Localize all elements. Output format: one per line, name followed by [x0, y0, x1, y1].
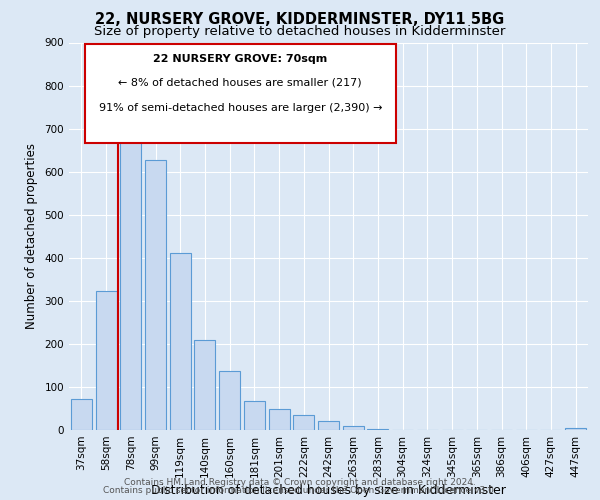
- Bar: [219, 370, 240, 430]
- Bar: [565, 428, 586, 430]
- FancyBboxPatch shape: [85, 44, 396, 143]
- Bar: [244, 400, 265, 430]
- Text: 91% of semi-detached houses are larger (2,390) →: 91% of semi-detached houses are larger (…: [98, 102, 382, 113]
- Text: 22, NURSERY GROVE, KIDDERMINSTER, DY11 5BG: 22, NURSERY GROVE, KIDDERMINSTER, DY11 5…: [95, 12, 505, 26]
- Text: Size of property relative to detached houses in Kidderminster: Size of property relative to detached ho…: [94, 25, 506, 38]
- Text: 22 NURSERY GROVE: 70sqm: 22 NURSERY GROVE: 70sqm: [153, 54, 328, 64]
- Bar: [194, 340, 215, 430]
- Bar: [367, 428, 388, 430]
- Bar: [343, 426, 364, 430]
- Bar: [269, 410, 290, 430]
- X-axis label: Distribution of detached houses by size in Kidderminster: Distribution of detached houses by size …: [151, 484, 506, 497]
- Text: ← 8% of detached houses are smaller (217): ← 8% of detached houses are smaller (217…: [118, 78, 362, 88]
- Bar: [318, 420, 339, 430]
- Bar: [170, 254, 191, 430]
- Bar: [145, 160, 166, 430]
- Text: Contains public sector information licensed under the Open Government Licence v3: Contains public sector information licen…: [103, 486, 497, 495]
- Bar: [71, 399, 92, 430]
- Y-axis label: Number of detached properties: Number of detached properties: [25, 143, 38, 329]
- Text: Contains HM Land Registry data © Crown copyright and database right 2024.: Contains HM Land Registry data © Crown c…: [124, 478, 476, 487]
- Bar: [293, 415, 314, 430]
- Bar: [120, 136, 141, 430]
- Bar: [95, 292, 116, 430]
